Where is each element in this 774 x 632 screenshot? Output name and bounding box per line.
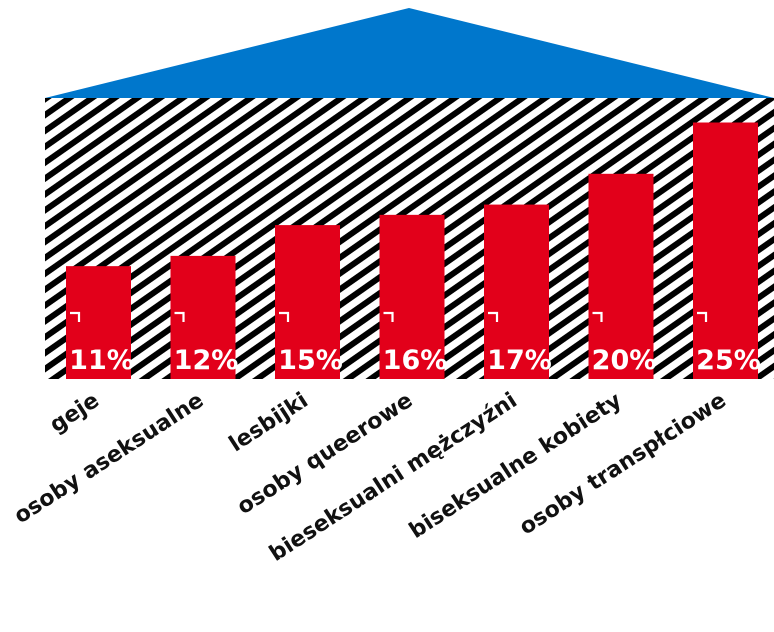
bars-group: 11% 12% 15% 16% 17% 20% 25%: [66, 122, 761, 379]
corner-mark: [697, 311, 708, 322]
category-label-osoby-aseksualne: osoby aseksualne: [10, 388, 208, 529]
value-label-biseksualne-kobiety: 20%: [592, 345, 657, 376]
category-label-geje: geje: [46, 388, 104, 438]
bar-osoby-aseksualne: [170, 255, 236, 379]
bar-biseksualne-kobiety: [588, 173, 654, 379]
roof-triangle: [45, 8, 774, 98]
value-label-bieseksualni-mężczyźni: 17%: [487, 345, 552, 376]
corner-mark: [488, 311, 499, 322]
corner-mark: [279, 311, 290, 322]
corner-mark: [70, 311, 81, 322]
bar-osoby-transpłciowe: [693, 122, 758, 379]
bar-geje: [66, 266, 131, 379]
category-label-osoby-queerowe: osoby queerowe: [233, 388, 417, 520]
value-label-geje: 11%: [69, 345, 134, 376]
corner-mark: [383, 311, 394, 322]
value-label-osoby-aseksualne: 12%: [174, 345, 239, 376]
corner-mark: [592, 311, 603, 322]
bar-bieseksualni-mężczyźni: [484, 204, 549, 379]
category-label-lesbijki: lesbijki: [225, 388, 313, 457]
value-label-lesbijki: 15%: [278, 345, 343, 376]
corner-mark: [174, 311, 185, 322]
bar-lesbijki: [275, 225, 340, 379]
value-label-osoby-transpłciowe: 25%: [696, 345, 761, 376]
value-label-osoby-queerowe: 16%: [383, 345, 448, 376]
bar-osoby-queerowe: [379, 214, 445, 379]
